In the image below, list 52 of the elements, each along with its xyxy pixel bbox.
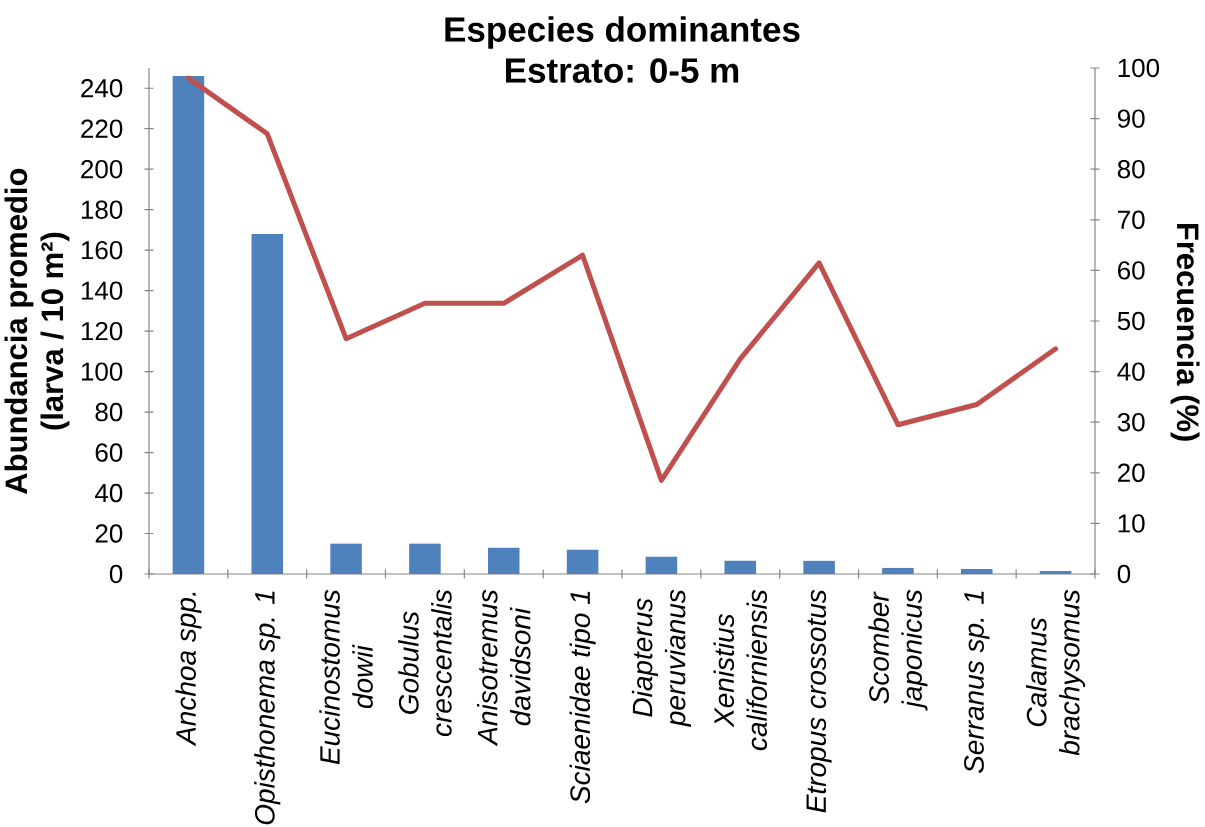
x-tick-label: Gobulus crescentalis (398, 589, 452, 737)
y-tick-label: 80 (95, 402, 123, 422)
y2-tick-label: 10 (1118, 514, 1145, 533)
bar (645, 556, 678, 574)
y-tick-label: 220 (81, 119, 123, 138)
chart-title: Especies dominantes (445, 16, 800, 49)
y-tick-label: 100 (81, 362, 123, 381)
bar (960, 568, 993, 574)
bar (172, 76, 205, 574)
y2-axis-title: Frecuencia (%) (1170, 223, 1200, 441)
y-tick-label: 160 (81, 240, 123, 260)
y-tick-label: 120 (81, 321, 123, 341)
y2-tick-label: 90 (1117, 109, 1145, 128)
y-axis-title: Abundancia promedio (larva / 10 m²) (4, 168, 70, 494)
chart-subtitle: Estrato: 0-5 m (506, 58, 739, 83)
y2-tick-label: 70 (1118, 210, 1145, 229)
y-tick-label: 200 (81, 159, 123, 179)
bar (882, 567, 914, 574)
y2-tick-label: 50 (1117, 311, 1145, 331)
x-tick-label: Anchoa spp. (175, 592, 202, 747)
x-tick-label: Eucinostomus dowii (319, 589, 373, 765)
x-tick-label: Serranus sp. 1 (964, 591, 990, 774)
x-tick-label: Etropus crossotus (806, 589, 832, 813)
y2-tick-label: 40 (1117, 362, 1145, 381)
y-tick-label: 180 (81, 200, 123, 219)
y-tick-label: 40 (94, 483, 123, 503)
y-tick-label: 60 (95, 443, 123, 462)
y-tick-label: 140 (81, 281, 123, 300)
y-tick-label: 0 (109, 564, 123, 584)
bar (724, 560, 757, 574)
bar (251, 233, 284, 574)
x-tick-label: Xenistius californiensis (713, 589, 768, 751)
x-tick-label: Sciaenidae tipo 1 (569, 591, 596, 804)
bar (409, 543, 441, 574)
y-tick-label: 240 (81, 79, 123, 98)
x-tick-label: Diapterus peruvianus (631, 589, 691, 727)
x-tick-label: Opisthonema sp. 1 (254, 591, 281, 825)
y2-tick-label: 20 (1118, 463, 1145, 482)
x-tick-label: Anisotremus davidsoni (476, 589, 531, 747)
x-tick-label: Calamus brachysomus (1026, 589, 1086, 756)
y2-tick-label: 80 (1117, 159, 1145, 179)
y2-tick-label: 30 (1117, 412, 1145, 432)
y-tick-label: 20 (95, 524, 123, 543)
y2-tick-label: 0 (1117, 564, 1131, 584)
bar (487, 547, 520, 574)
bar (1039, 570, 1072, 574)
y2-tick-label: 60 (1118, 261, 1145, 280)
bar (803, 560, 835, 574)
bar (330, 543, 362, 574)
bar (566, 549, 599, 574)
y2-tick-label: 100 (1118, 58, 1160, 78)
x-tick-label: Scomber japonicus (868, 589, 928, 711)
